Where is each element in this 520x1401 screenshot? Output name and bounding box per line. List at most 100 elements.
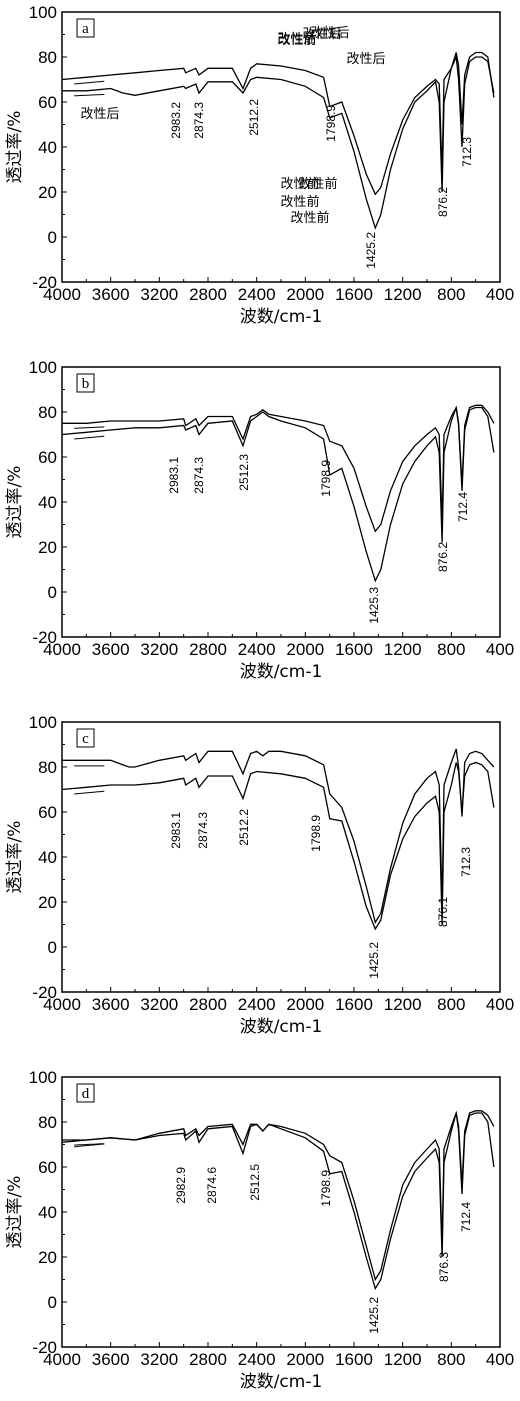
x-axis-label: 波数/cm-1 [240,307,323,327]
y-tick-label: 100 [29,713,57,732]
panel-label: d [76,1083,95,1103]
x-tick-label: 2400 [238,285,276,304]
y-tick-label: -20 [32,273,57,292]
series-noise-1 [74,1143,105,1146]
peak-label: 2983.1 [169,812,183,849]
series-annotation: 改性后 [346,52,385,67]
y-axis-label: 透过率/% [5,111,25,184]
x-tick-label: 1200 [384,640,422,659]
y-tick-label: 20 [38,1248,57,1267]
x-tick-label: 800 [437,1350,465,1369]
peak-label: 876.2 [436,187,450,217]
x-tick-label: 2800 [189,995,227,1014]
x-tick-label: 400 [486,995,514,1014]
y-tick-label: 40 [38,138,57,157]
peak-label: 1798.9 [319,460,333,497]
x-tick-label: 2800 [189,1350,227,1369]
x-tick-label: 3600 [92,995,130,1014]
series-noise-1 [74,80,105,85]
x-tick-label: 400 [486,1350,514,1369]
y-tick-label: -20 [32,983,57,1002]
x-tick-label: 1200 [384,995,422,1014]
peak-label: 1798.9 [309,815,323,852]
peak-label: 712.4 [459,1202,473,1232]
plot-frame [61,11,501,283]
peak-label: 1425.3 [367,587,381,624]
panel-letter: b [82,376,90,392]
peak-label: 2983.1 [167,457,181,494]
y-tick-label: 100 [29,1068,57,1087]
x-tick-label: 4000 [43,285,81,304]
x-tick-label: 1600 [335,640,373,659]
x-tick-label: 400 [486,640,514,659]
y-tick-label: 60 [38,1158,57,1177]
x-tick-label: 2800 [189,640,227,659]
x-tick-label: 3200 [140,285,178,304]
series-noise-2 [74,435,105,440]
y-tick-label: 100 [29,358,57,377]
x-tick-label: 4000 [43,1350,81,1369]
y-tick-label: 40 [38,848,57,867]
peak-label: 1798.9 [319,1170,333,1207]
plot-frame [61,1076,501,1348]
series-line-1 [62,1110,495,1282]
series-line-2 [61,406,495,583]
y-tick-label: 0 [48,583,57,602]
y-tick-label: 40 [38,493,57,512]
x-axis-label: 波数/cm-1 [240,1372,323,1392]
x-tick-label: 3600 [92,1350,130,1369]
peak-label: 712.3 [459,847,473,877]
y-tick-label: 80 [38,48,57,67]
y-tick-label: 20 [38,183,57,202]
series-line-1 [62,404,495,533]
peak-label: 1425.2 [367,1297,381,1334]
x-tick-label: 1200 [384,285,422,304]
peak-label: 2512.5 [248,1164,262,1201]
series-annotation: 改性后 [277,32,316,47]
y-axis-label: 透过率/% [5,1176,25,1249]
y-tick-label: 80 [38,1113,57,1132]
y-tick-label: 60 [38,448,57,467]
y-tick-label: 0 [48,228,57,247]
series-annotation: 改性前 [298,176,337,192]
peak-label: 2874.3 [192,457,206,494]
peak-label: 2512.2 [247,99,261,136]
peak-label: 712.3 [460,137,474,167]
panel-label: a [76,18,95,38]
series-annotation: 改性前 [277,32,316,48]
x-tick-label: 1600 [335,995,373,1014]
series-line-2 [62,54,495,230]
y-axis-label: 透过率/% [5,821,25,894]
peak-label: 2874.3 [192,102,206,139]
x-tick-label: 2000 [286,1350,324,1369]
series-annotation: 改性前 [280,194,319,210]
peak-label: 876.3 [437,1252,451,1282]
x-tick-label: 800 [437,995,465,1014]
series-line-1 [61,51,495,196]
series-noise-2 [74,790,105,795]
panel-letter: a [82,21,89,37]
series-annotation: 改性前 [290,210,329,226]
y-axis-label: 透过率/% [5,466,25,539]
y-tick-label: 20 [38,538,57,557]
x-tick-label: 3600 [92,285,130,304]
plot-frame [61,366,501,638]
y-tick-label: -20 [32,1338,57,1357]
panel-label: c [76,728,95,748]
x-tick-label: 800 [437,640,465,659]
series-noise-2 [74,93,105,97]
series-line-1 [62,748,495,924]
y-tick-label: 40 [38,1203,57,1222]
y-tick-label: 60 [38,93,57,112]
peak-label: 1425.2 [364,232,378,269]
x-tick-label: 4000 [43,640,81,659]
peak-label: 1425.2 [367,942,381,979]
series-line-2 [61,761,495,931]
x-tick-label: 2000 [286,640,324,659]
series-annotation: 改性前 [280,176,319,192]
peak-label: 2874.6 [205,1167,219,1204]
